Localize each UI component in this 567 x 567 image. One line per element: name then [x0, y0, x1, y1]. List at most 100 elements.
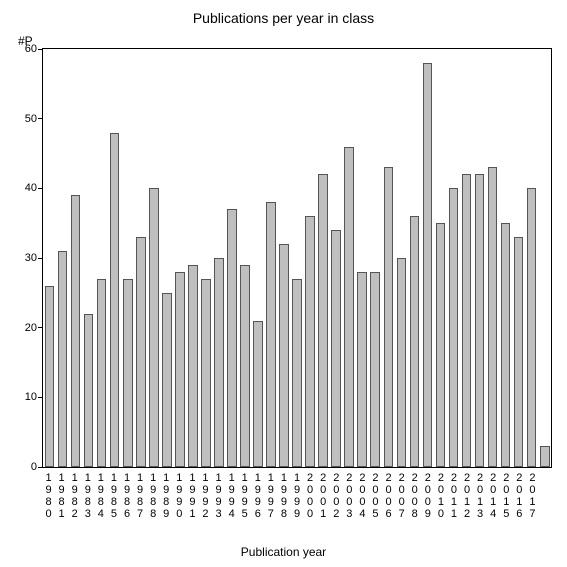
x-tick-label: 2002: [331, 468, 341, 520]
x-tick-label: 1986: [122, 468, 132, 520]
bar: [84, 314, 94, 467]
bar: [201, 279, 211, 467]
x-tick-label: 1987: [135, 468, 145, 520]
x-tick-slot: 1993: [212, 468, 225, 520]
bar: [462, 174, 472, 467]
bar: [240, 265, 250, 467]
x-tick-label: 2009: [423, 468, 433, 520]
bar-slot: [160, 49, 173, 467]
y-tick-mark: [38, 397, 43, 398]
x-tick-label: 1996: [253, 468, 263, 520]
bar-slot: [278, 49, 291, 467]
x-tick-slot: 2003: [343, 468, 356, 520]
bar-slot: [69, 49, 82, 467]
bar: [344, 147, 354, 467]
x-tick-label: 1998: [279, 468, 289, 520]
bar: [527, 188, 537, 467]
x-tick-slot: 1984: [94, 468, 107, 520]
bar: [423, 63, 433, 467]
x-axis-label: Publication year: [0, 545, 567, 559]
y-tick-mark: [38, 327, 43, 328]
bar: [266, 202, 276, 467]
x-tick-slot: 1980: [42, 468, 55, 520]
x-tick-slot: 1986: [120, 468, 133, 520]
x-tick-label: 1981: [57, 468, 67, 520]
x-tick-label: 2016: [514, 468, 524, 520]
bar: [162, 293, 172, 467]
x-tick-slot: 1995: [238, 468, 251, 520]
x-tick-slot: 2001: [317, 468, 330, 520]
bar-slot: [252, 49, 265, 467]
x-tick-label: 1985: [109, 468, 119, 520]
x-tick-slot: 2009: [421, 468, 434, 520]
bar-slot: [538, 49, 551, 467]
bar: [410, 216, 420, 467]
bar: [227, 209, 237, 467]
x-tick-slot: 1987: [134, 468, 147, 520]
x-tick-slot: 1981: [55, 468, 68, 520]
x-tick-label: 2000: [305, 468, 315, 520]
bar-slot: [330, 49, 343, 467]
x-tick-label: 1997: [266, 468, 276, 520]
bar-slot: [121, 49, 134, 467]
bar-slot: [265, 49, 278, 467]
bar: [436, 223, 446, 467]
bar-slot: [382, 49, 395, 467]
x-tick-label: 2012: [462, 468, 472, 520]
x-tick-label: 2005: [370, 468, 380, 520]
x-tick-slot: 1996: [251, 468, 264, 520]
x-tick-slot: 2010: [434, 468, 447, 520]
x-tick-label: 2004: [357, 468, 367, 520]
bar-slot: [447, 49, 460, 467]
x-tick-label: 2015: [501, 468, 511, 520]
bar: [331, 230, 341, 467]
bar-slot: [56, 49, 69, 467]
bar-slot: [173, 49, 186, 467]
bar: [253, 321, 263, 467]
bar: [384, 167, 394, 467]
chart-container: Publications per year in class #P 010203…: [0, 0, 567, 567]
x-tick-label: 2007: [397, 468, 407, 520]
bar: [292, 279, 302, 467]
bar-slot: [421, 49, 434, 467]
bar-slot: [108, 49, 121, 467]
bar: [514, 237, 524, 467]
y-tick-mark: [38, 49, 43, 50]
bar-slot: [238, 49, 251, 467]
bar: [45, 286, 55, 467]
x-tick-slot: 2017: [526, 468, 539, 520]
x-tick-label: 2008: [410, 468, 420, 520]
x-tick-label: 2006: [384, 468, 394, 520]
bar-slot: [499, 49, 512, 467]
bar-slot: [317, 49, 330, 467]
bar: [475, 174, 485, 467]
y-tick-mark: [38, 118, 43, 119]
bar-slot: [43, 49, 56, 467]
bar-slot: [356, 49, 369, 467]
bar: [149, 188, 159, 467]
x-tick-slot: 1997: [264, 468, 277, 520]
bar-slot: [134, 49, 147, 467]
x-tick-slot: 1988: [147, 468, 160, 520]
bar: [488, 167, 498, 467]
bar-slot: [95, 49, 108, 467]
bar: [58, 251, 68, 467]
x-tick-slot: 2014: [487, 468, 500, 520]
bar-slot: [369, 49, 382, 467]
x-tick-label: 1984: [96, 468, 106, 520]
bar-slot: [82, 49, 95, 467]
x-tick-label: 1988: [148, 468, 158, 520]
bar-slot: [225, 49, 238, 467]
bar: [123, 279, 133, 467]
x-tick-label: 2001: [318, 468, 328, 520]
bar: [188, 265, 198, 467]
x-tick-label: 2014: [488, 468, 498, 520]
x-tick-slot: 2011: [447, 468, 460, 520]
x-tick-label: 1991: [187, 468, 197, 520]
x-tick-slot: 2008: [408, 468, 421, 520]
x-tick-label: 1989: [161, 468, 171, 520]
x-tick-label: 2017: [527, 468, 537, 520]
x-tick-slot: 1994: [225, 468, 238, 520]
x-tick-slot: 2012: [461, 468, 474, 520]
bar-slot: [486, 49, 499, 467]
